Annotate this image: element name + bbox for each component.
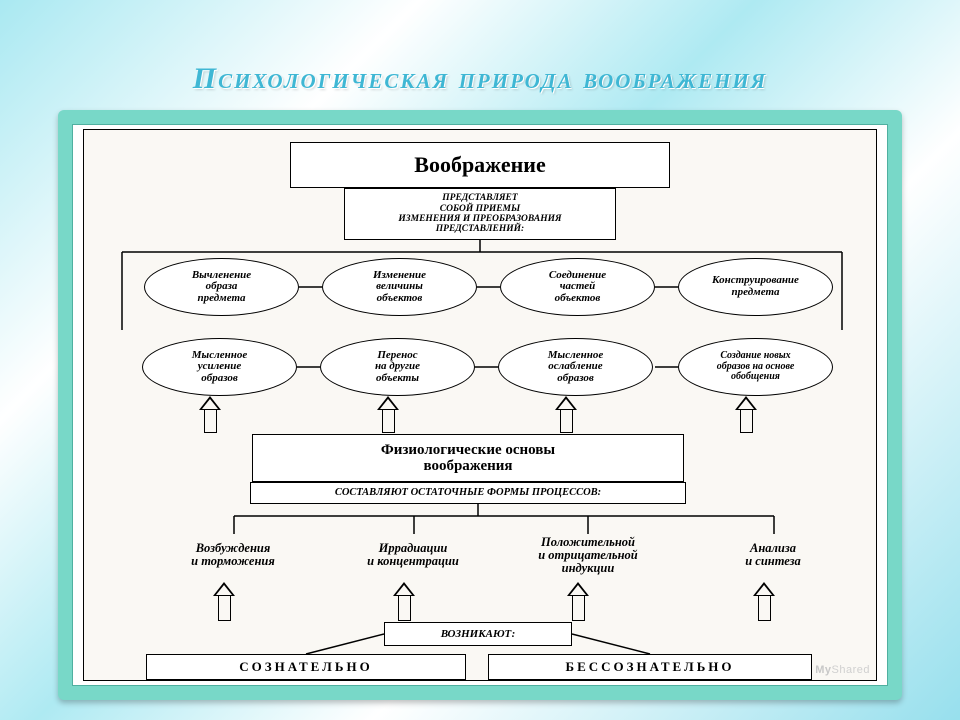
slide-title: Психологическая природа воображения bbox=[0, 62, 960, 96]
box-phys: Физиологические основывоображения bbox=[252, 434, 684, 482]
box-sub1: ПРЕДСТАВЛЯЕТСОБОЙ ПРИЕМЫИЗМЕНЕНИЯ И ПРЕО… bbox=[344, 188, 616, 240]
label-r3-3: Анализаи синтеза bbox=[698, 542, 848, 568]
ellipse-r1-2: Соединениечастейобъектов bbox=[500, 258, 655, 316]
panel-outer: MyShared ВоображениеПРЕДСТАВЛЯЕТСОБОЙ ПР… bbox=[58, 110, 902, 700]
ellipse-r1-0: Вычленениеобразапредмета bbox=[144, 258, 299, 316]
ellipse-r1-3: Конструированиепредмета bbox=[678, 258, 833, 316]
ellipse-r2-2: Мысленноеослаблениеобразов bbox=[498, 338, 653, 396]
arrow-r3-2 bbox=[567, 582, 589, 621]
arrow-r2-2 bbox=[555, 396, 577, 433]
arrow-r2-1 bbox=[377, 396, 399, 433]
diagram-canvas: MyShared ВоображениеПРЕДСТАВЛЯЕТСОБОЙ ПР… bbox=[83, 129, 877, 681]
arrow-r3-1 bbox=[393, 582, 415, 621]
ellipse-r2-1: Переносна другиеобъекты bbox=[320, 338, 475, 396]
box-uncons: БЕССОЗНАТЕЛЬНО bbox=[488, 654, 812, 680]
ellipse-r2-3: Создание новыхобразов на основеобобщения bbox=[678, 338, 833, 396]
label-r3-1: Иррадиациии концентрации bbox=[338, 542, 488, 568]
arrow-r2-0 bbox=[199, 396, 221, 433]
arrow-r2-3 bbox=[735, 396, 757, 433]
box-main: Воображение bbox=[290, 142, 670, 188]
panel-inner: MyShared ВоображениеПРЕДСТАВЛЯЕТСОБОЙ ПР… bbox=[72, 124, 888, 686]
arrow-r3-0 bbox=[213, 582, 235, 621]
ellipse-r1-1: Изменениевеличиныобъектов bbox=[322, 258, 477, 316]
label-r3-0: Возбужденияи торможения bbox=[158, 542, 308, 568]
watermark: MyShared bbox=[815, 664, 870, 676]
arrow-r3-3 bbox=[753, 582, 775, 621]
ellipse-r2-0: Мысленноеусилениеобразов bbox=[142, 338, 297, 396]
box-cons: СОЗНАТЕЛЬНО bbox=[146, 654, 466, 680]
box-origin: ВОЗНИКАЮТ: bbox=[384, 622, 572, 646]
label-r3-2: Положительнойи отрицательнойиндукции bbox=[508, 536, 668, 575]
box-sub2: СОСТАВЛЯЮТ ОСТАТОЧНЫЕ ФОРМЫ ПРОЦЕССОВ: bbox=[250, 482, 686, 504]
